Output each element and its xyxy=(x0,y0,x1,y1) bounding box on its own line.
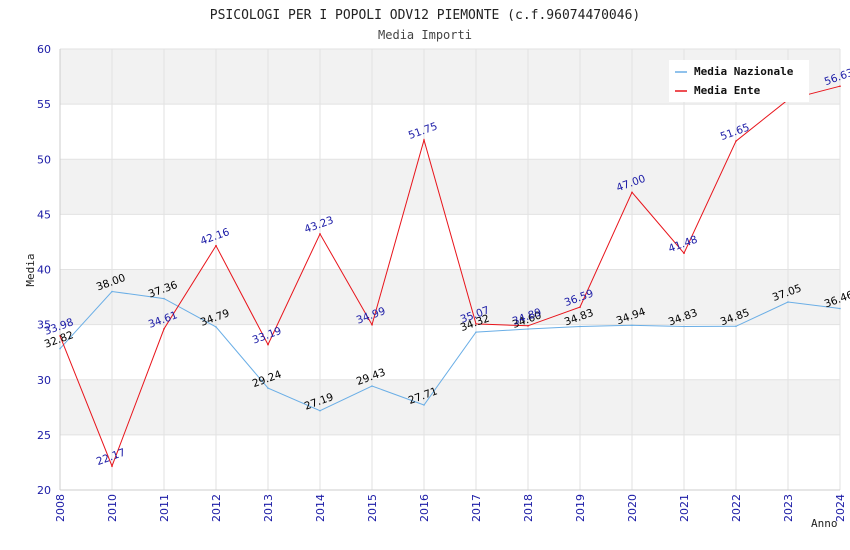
data-point-media-ente xyxy=(839,85,841,87)
x-tick-label: 2019 xyxy=(574,494,587,522)
background-band xyxy=(60,269,840,325)
data-label-media-ente: 42.16 xyxy=(199,226,232,248)
data-point-media-nazionale xyxy=(163,297,165,300)
legend-box xyxy=(669,60,809,102)
data-point-media-ente xyxy=(215,244,217,247)
x-tick-label: 2010 xyxy=(106,494,119,522)
data-point-media-ente xyxy=(267,343,269,346)
x-tick-label: 2018 xyxy=(522,494,535,522)
data-point-media-nazionale xyxy=(527,328,529,330)
x-tick-label: 2013 xyxy=(262,494,275,522)
chart-subtitle: Media Importi xyxy=(378,28,472,42)
x-tick-label: 2008 xyxy=(54,494,67,522)
data-point-media-ente xyxy=(163,328,165,330)
data-point-media-nazionale xyxy=(735,325,737,328)
data-point-media-nazionale xyxy=(267,387,269,389)
x-tick-label: 2021 xyxy=(678,494,691,522)
data-point-media-ente xyxy=(527,325,529,327)
x-tick-label: 2023 xyxy=(782,494,795,522)
series-line-media-ente xyxy=(59,85,841,468)
x-tick-label: 2016 xyxy=(418,494,431,522)
data-point-media-ente xyxy=(371,323,373,326)
y-tick-label: 45 xyxy=(37,208,51,221)
x-tick-label: 2017 xyxy=(470,494,483,522)
data-point-media-ente xyxy=(423,139,425,141)
data-point-media-ente xyxy=(735,140,737,142)
data-point-media-ente xyxy=(59,335,61,337)
data-point-media-nazionale xyxy=(423,404,425,406)
grid-lines xyxy=(59,48,841,491)
x-axis-label: Anno xyxy=(811,517,838,530)
x-tick-label: 2014 xyxy=(314,494,327,522)
series-line-media-nazionale xyxy=(59,290,841,412)
data-point-media-nazionale xyxy=(371,385,373,387)
x-tick-label: 2011 xyxy=(158,494,171,522)
y-tick-label: 60 xyxy=(37,43,51,56)
x-tick-label: 2015 xyxy=(366,494,379,522)
data-point-media-ente xyxy=(683,252,685,254)
data-label-media-ente: 43.23 xyxy=(303,214,335,236)
data-point-media-nazionale xyxy=(319,409,321,412)
y-tick-label: 35 xyxy=(37,319,51,332)
series-lines xyxy=(59,85,841,468)
y-tick-label: 25 xyxy=(37,429,51,442)
plot-background-bands xyxy=(60,49,840,435)
y-axis-label: Media xyxy=(24,253,37,286)
data-point-media-nazionale xyxy=(683,325,685,328)
legend-label-media-ente: Media Ente xyxy=(694,84,761,97)
y-tick-label: 55 xyxy=(37,98,51,111)
data-point-media-nazionale xyxy=(59,347,61,350)
y-tick-label: 50 xyxy=(37,153,51,166)
x-tick-label: 2020 xyxy=(626,494,639,522)
legend: Media Nazionale Media Ente xyxy=(669,60,809,102)
x-tick-label: 2022 xyxy=(730,494,743,522)
y-tick-label: 40 xyxy=(37,264,51,277)
y-tick-label: 30 xyxy=(37,374,51,387)
data-point-media-ente xyxy=(631,191,633,194)
data-point-media-ente xyxy=(579,306,581,308)
data-label-media-ente: 51.75 xyxy=(407,120,439,142)
data-point-media-ente xyxy=(319,233,321,235)
data-point-media-ente xyxy=(475,323,477,325)
background-band xyxy=(60,159,840,215)
data-point-media-nazionale xyxy=(631,324,633,327)
data-point-media-nazionale xyxy=(215,326,217,328)
background-band xyxy=(60,379,840,435)
y-axis-ticks: 20 25 30 35 40 45 50 55 60 xyxy=(37,43,51,497)
data-point-media-nazionale xyxy=(475,331,477,333)
data-point-media-nazionale xyxy=(579,325,581,328)
x-axis-ticks: 2008 2010 2011 2012 2013 2014 2015 2016 2017 2018… xyxy=(54,494,847,522)
chart-title: PSICOLOGI PER I POPOLI ODV12 PIEMONTE (c… xyxy=(210,8,640,23)
data-point-media-ente xyxy=(111,465,113,467)
data-point-media-nazionale xyxy=(111,290,113,293)
data-point-media-nazionale xyxy=(839,307,841,310)
x-tick-label: 2012 xyxy=(210,494,223,522)
x-tick-label: 2024 xyxy=(834,494,847,522)
data-label-media-ente: 51.65 xyxy=(719,122,751,144)
y-tick-label: 20 xyxy=(37,484,51,497)
data-point-media-nazionale xyxy=(787,301,789,303)
legend-label-media-nazionale: Media Nazionale xyxy=(694,65,794,78)
